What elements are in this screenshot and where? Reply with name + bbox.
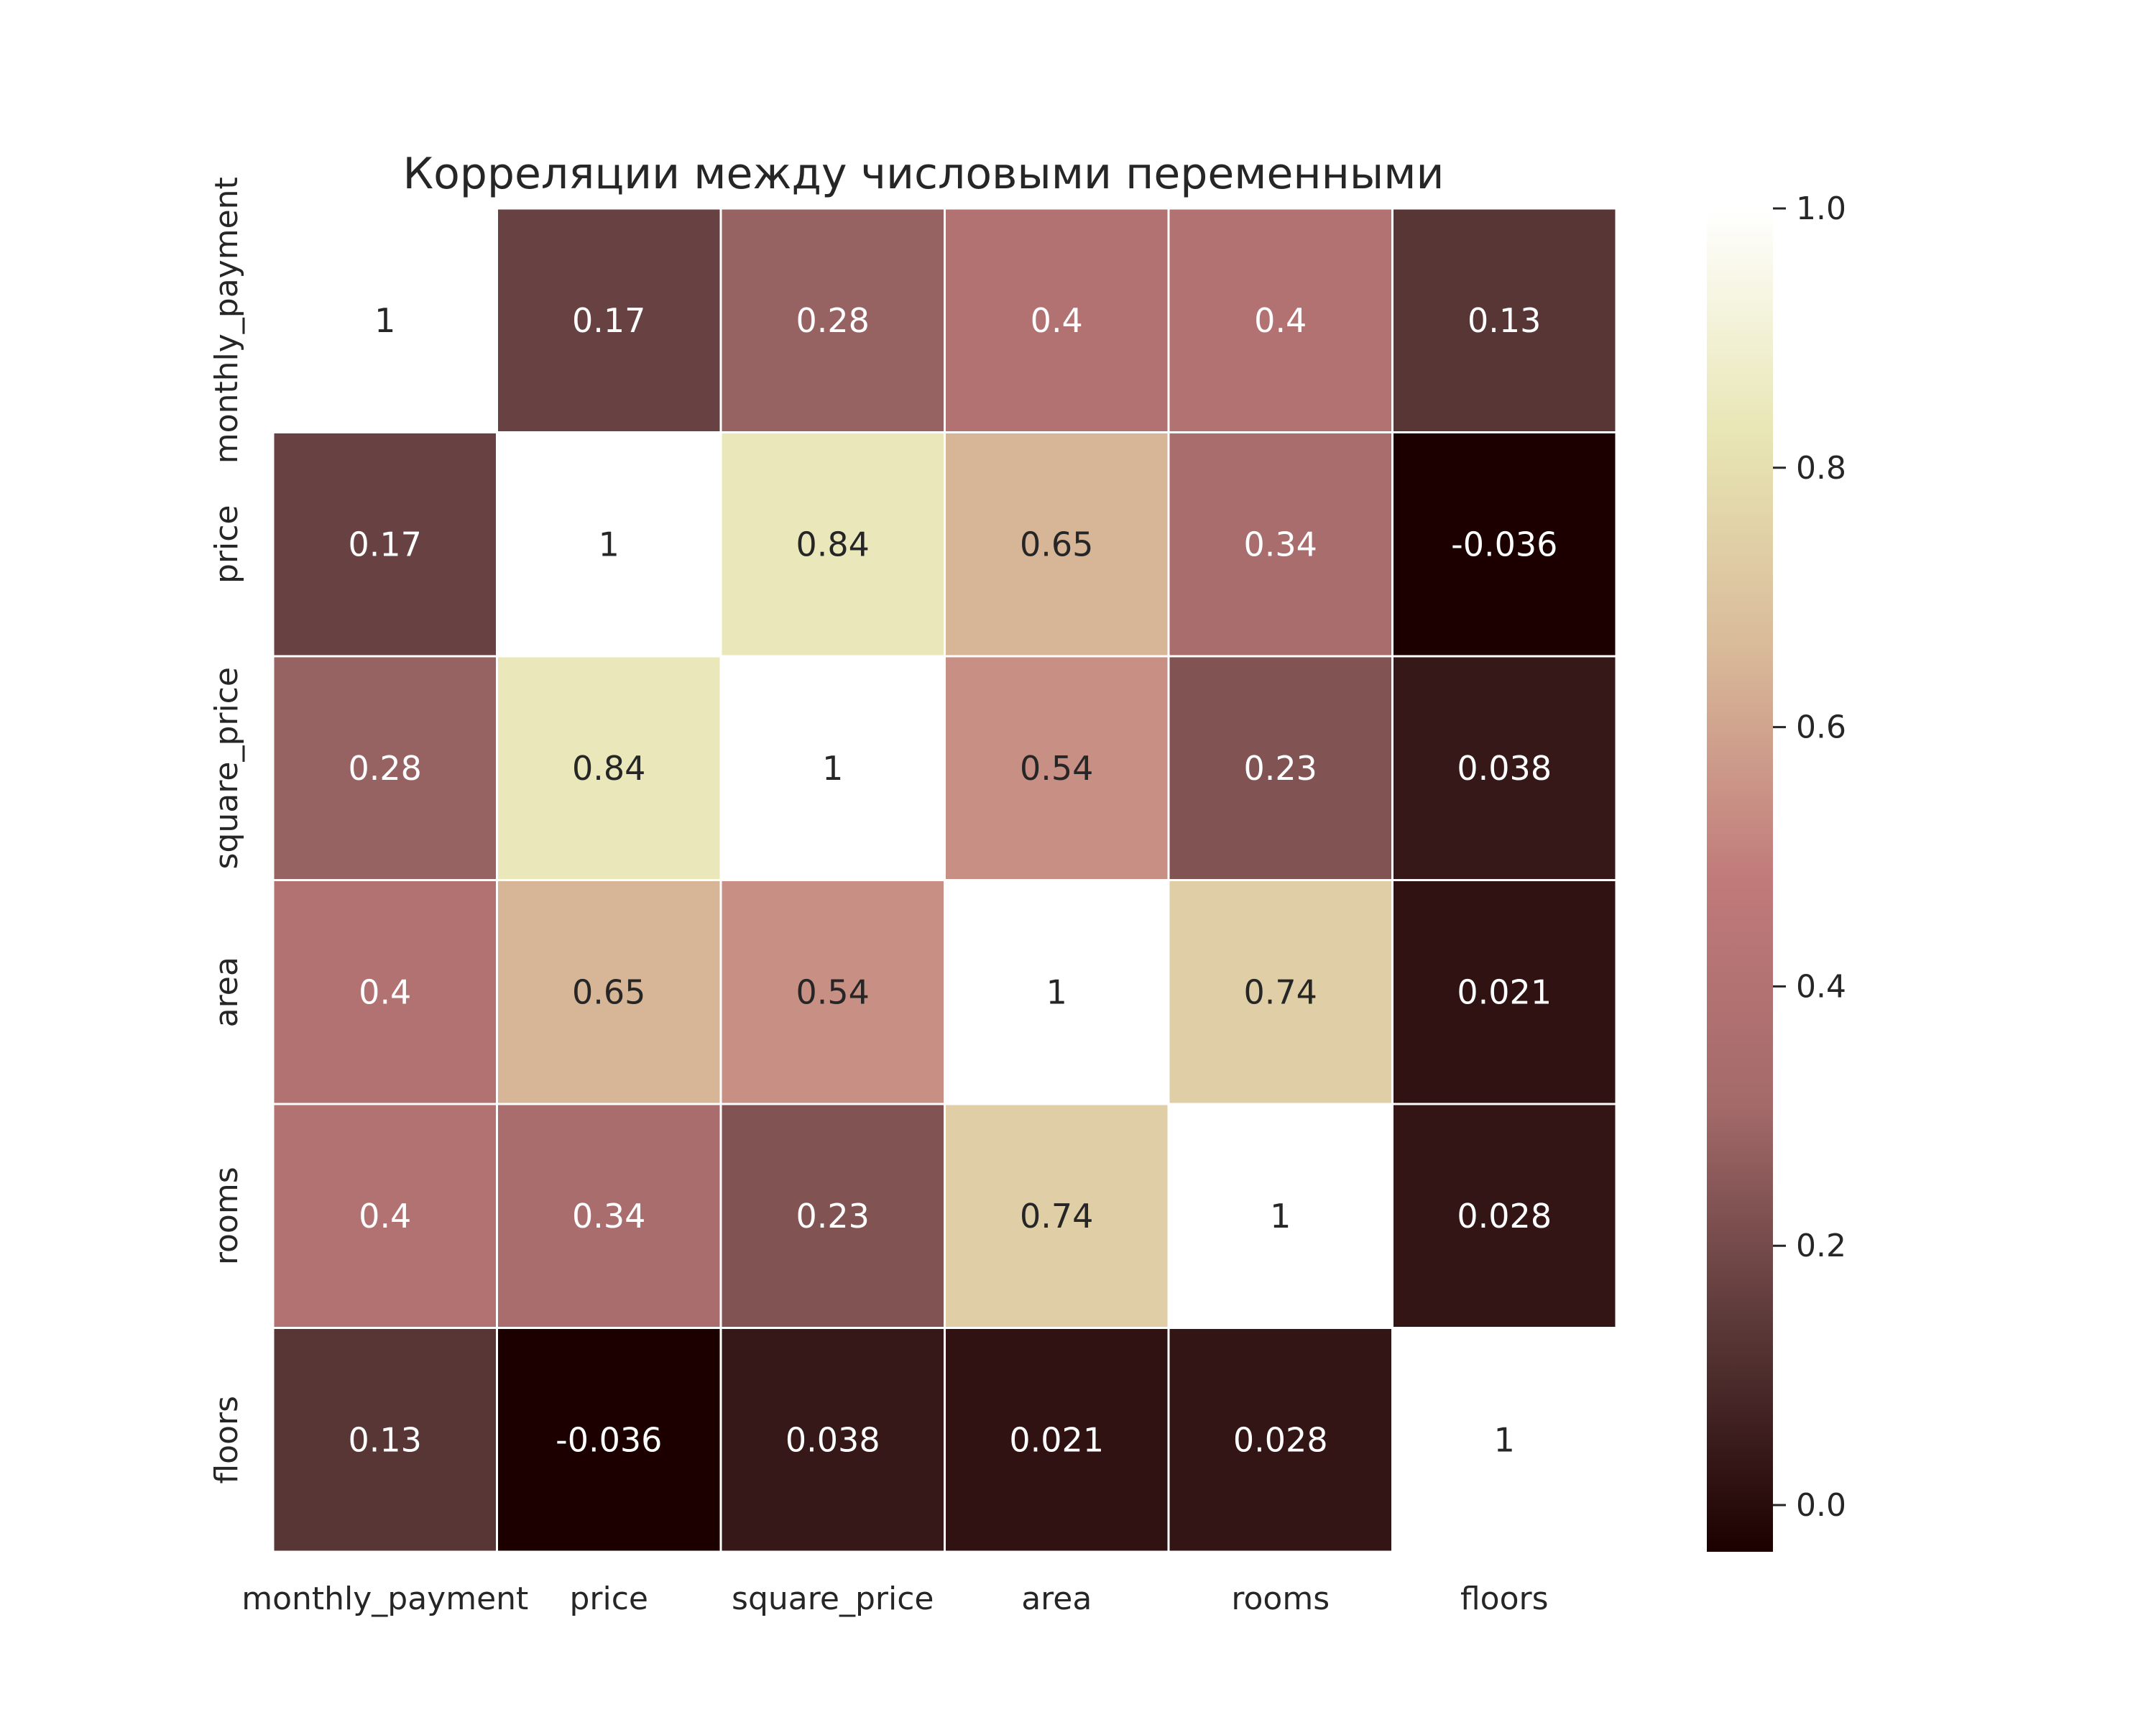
colorbar-tick-label: 1.0 bbox=[1796, 190, 1846, 227]
x-tick-label-rooms: rooms bbox=[1231, 1581, 1330, 1617]
cell-value-label: 0.23 bbox=[796, 1197, 870, 1236]
colorbar-tick-label: 0.6 bbox=[1796, 709, 1846, 746]
heatmap-cell-rooms-floors bbox=[1391, 1103, 1618, 1329]
colorbar-tick-label: 0.2 bbox=[1796, 1228, 1846, 1264]
colorbar: 0.0 0.2 0.4 0.6 0.8 1.0 bbox=[1707, 190, 1846, 1552]
heatmap-cell-monthly_payment-price bbox=[496, 207, 722, 433]
heatmap-cell-rooms-monthly_payment bbox=[272, 1103, 498, 1329]
colorbar-tick-label: 0.4 bbox=[1796, 968, 1846, 1005]
heatmap-cell-rooms-area bbox=[944, 1103, 1170, 1329]
heatmap-cell-rooms-rooms bbox=[1167, 1103, 1393, 1329]
heatmap-cell-floors-monthly_payment bbox=[272, 1327, 498, 1553]
colorbar-ticks: 0.0 0.2 0.4 0.6 0.8 1.0 bbox=[1773, 190, 1846, 1524]
cell-value-label: 0.28 bbox=[796, 301, 870, 340]
cell-value-label: 0.028 bbox=[1457, 1197, 1552, 1236]
heatmap-cell-monthly_payment-rooms bbox=[1167, 207, 1393, 433]
heatmap-cells: 1 0.17 0.28 0.4 0.4 0.13 0.17 1 0.84 0.65 0.34 -0.0… bbox=[272, 207, 1618, 1553]
cell-value-label: 0.34 bbox=[572, 1197, 645, 1236]
heatmap-cell-floors-area bbox=[944, 1327, 1170, 1553]
cell-value-label: 1 bbox=[1494, 1420, 1515, 1459]
cell-value-label: 0.84 bbox=[572, 749, 645, 788]
cell-value-label: 0.4 bbox=[359, 972, 411, 1011]
heatmap-cell-floors-floors bbox=[1391, 1327, 1618, 1553]
cell-value-label: 1 bbox=[1270, 1197, 1291, 1236]
y-tick-label-price: price bbox=[208, 505, 245, 584]
cell-value-label: 0.23 bbox=[1244, 749, 1317, 788]
cell-value-label: 0.65 bbox=[572, 972, 645, 1011]
cell-value-label: -0.036 bbox=[1451, 525, 1557, 564]
cell-value-label: 0.28 bbox=[349, 749, 422, 788]
cell-value-label: 0.74 bbox=[1244, 972, 1317, 1011]
heatmap-cell-monthly_payment-area bbox=[944, 207, 1170, 433]
heatmap-cell-square_price-floors bbox=[1391, 655, 1618, 881]
y-tick-label-monthly_payment: monthly_payment bbox=[208, 177, 245, 464]
heatmap-cell-price-area bbox=[944, 431, 1170, 658]
heatmap-cell-monthly_payment-floors bbox=[1391, 207, 1618, 433]
cell-value-label: 0.4 bbox=[1031, 301, 1083, 340]
cell-value-label: -0.036 bbox=[556, 1420, 662, 1459]
heatmap-cell-square_price-monthly_payment bbox=[272, 655, 498, 881]
heatmap-cell-square_price-area bbox=[944, 655, 1170, 881]
x-tick-label-floors: floors bbox=[1460, 1581, 1549, 1617]
heatmap-cell-floors-rooms bbox=[1167, 1327, 1393, 1553]
cell-value-label: 1 bbox=[374, 301, 395, 340]
cell-value-label: 0.4 bbox=[359, 1197, 411, 1236]
heatmap-cell-square_price-price bbox=[496, 655, 722, 881]
y-tick-label-rooms: rooms bbox=[208, 1167, 245, 1265]
colorbar-gradient bbox=[1707, 208, 1773, 1552]
cell-value-label: 1 bbox=[822, 749, 843, 788]
heatmap-cell-rooms-square_price bbox=[719, 1103, 946, 1329]
cell-value-label: 0.65 bbox=[1020, 525, 1093, 564]
cell-value-label: 0.13 bbox=[349, 1420, 422, 1459]
x-tick-label-price: price bbox=[569, 1581, 648, 1617]
cell-value-label: 0.021 bbox=[1009, 1420, 1104, 1459]
x-tick-labels: monthly_payment price square_price area room… bbox=[241, 1581, 1548, 1617]
heatmap-cell-area-floors bbox=[1391, 879, 1618, 1105]
heatmap-cell-area-area bbox=[944, 879, 1170, 1105]
heatmap-cell-square_price-rooms bbox=[1167, 655, 1393, 881]
heatmap-cell-monthly_payment-square_price bbox=[719, 207, 946, 433]
cell-value-label: 0.021 bbox=[1457, 972, 1552, 1011]
heatmap-cell-area-monthly_payment bbox=[272, 879, 498, 1105]
heatmap-cell-monthly_payment-monthly_payment bbox=[272, 207, 498, 433]
heatmap-cell-area-rooms bbox=[1167, 879, 1393, 1105]
heatmap-cell-price-price bbox=[496, 431, 722, 658]
cell-value-label: 0.13 bbox=[1468, 301, 1541, 340]
x-tick-label-square_price: square_price bbox=[732, 1581, 934, 1617]
cell-value-label: 1 bbox=[599, 525, 619, 564]
heatmap-cell-square_price-square_price bbox=[719, 655, 946, 881]
cell-value-label: 0.17 bbox=[349, 525, 422, 564]
cell-value-label: 0.038 bbox=[786, 1420, 880, 1459]
cell-value-label: 0.17 bbox=[572, 301, 645, 340]
cell-value-label: 0.038 bbox=[1457, 749, 1552, 788]
cell-value-label: 0.34 bbox=[1244, 525, 1317, 564]
y-tick-label-floors: floors bbox=[208, 1396, 245, 1484]
heatmap-cell-area-price bbox=[496, 879, 722, 1105]
cell-value-label: 0.028 bbox=[1233, 1420, 1328, 1459]
cell-value-label: 0.54 bbox=[796, 972, 870, 1011]
cell-value-label: 0.4 bbox=[1254, 301, 1307, 340]
heatmap-cell-price-floors bbox=[1391, 431, 1618, 658]
chart-title: Корреляции между числовыми переменными bbox=[403, 149, 1445, 199]
heatmap-cell-area-square_price bbox=[719, 879, 946, 1105]
colorbar-tick-label: 0.0 bbox=[1796, 1487, 1846, 1524]
cell-value-label: 0.84 bbox=[796, 525, 870, 564]
y-tick-label-square_price: square_price bbox=[208, 667, 245, 869]
x-tick-label-area: area bbox=[1021, 1581, 1092, 1617]
colorbar-tick-label: 0.8 bbox=[1796, 450, 1846, 487]
cell-value-label: 0.74 bbox=[1020, 1197, 1093, 1236]
cell-value-label: 0.54 bbox=[1020, 749, 1093, 788]
x-tick-label-monthly_payment: monthly_payment bbox=[241, 1581, 528, 1617]
y-tick-label-area: area bbox=[208, 957, 245, 1027]
cell-value-label: 1 bbox=[1046, 972, 1067, 1011]
